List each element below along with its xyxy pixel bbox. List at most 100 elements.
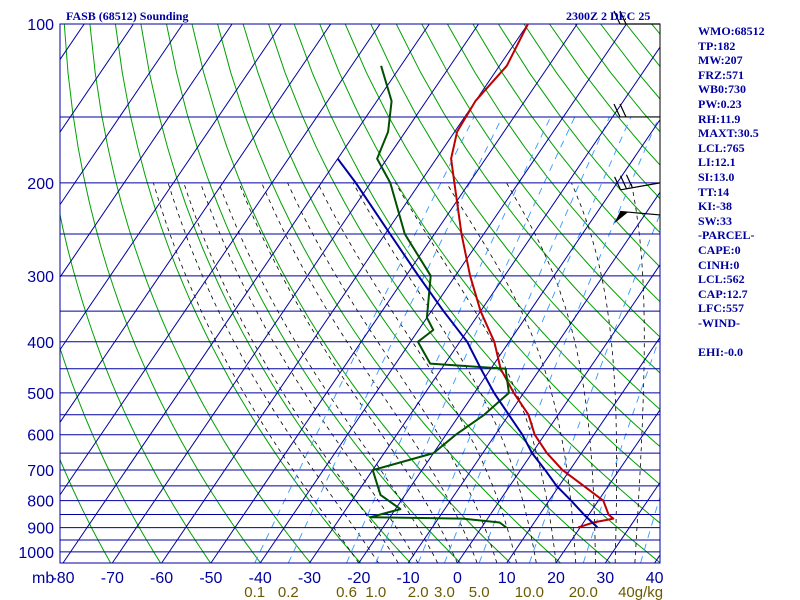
dry-adiabat	[114, 24, 361, 563]
parcel-line	[336, 158, 599, 529]
temperature-tick-label: -10	[397, 570, 420, 587]
dry-adiabat	[89, 24, 311, 563]
pressure-tick-label: 300	[27, 269, 54, 286]
dry-adiabat	[344, 24, 660, 448]
index-item: TT:14	[698, 184, 730, 199]
dry-adiabat	[191, 24, 511, 563]
dry-adiabat	[268, 24, 660, 563]
isotherm	[59, 23, 85, 60]
mixing-ratio-line	[375, 116, 576, 563]
moist-adiabat	[238, 182, 458, 563]
index-item: EHI:-0.0	[698, 345, 743, 360]
temperature-tick-label: -20	[347, 570, 370, 587]
isotherm	[604, 482, 661, 564]
y-axis-unit-label: mb	[32, 570, 54, 587]
dry-adiabat-lines	[60, 24, 800, 563]
barb-full	[625, 174, 633, 189]
index-item: SI:13.0	[698, 169, 735, 184]
pressure-tick-label: 400	[27, 335, 54, 352]
barb-full	[613, 103, 621, 118]
wind-barb	[614, 174, 661, 191]
isotherm	[59, 23, 282, 351]
index-item: LFC:557	[698, 301, 744, 316]
temperature-tick-label: -70	[101, 570, 124, 587]
mixing-ratio-line	[443, 116, 632, 563]
isotherm	[407, 192, 661, 564]
dry-adiabat	[60, 212, 212, 563]
plot-border	[59, 23, 661, 564]
isotherm	[309, 46, 661, 564]
temperature-tick-label: 0	[453, 570, 462, 587]
moist-adiabat	[200, 182, 419, 563]
moist-adiabat	[261, 182, 478, 563]
dry-adiabat	[319, 24, 660, 486]
pressure-tick-label: 100	[27, 17, 54, 34]
dry-adiabat	[242, 24, 611, 563]
index-item: SW:33	[698, 213, 733, 228]
dewpoint-line	[369, 65, 510, 529]
moist-adiabat	[506, 182, 596, 563]
dry-adiabat	[472, 24, 660, 268]
isotherm	[210, 23, 578, 564]
isotherm	[555, 409, 661, 564]
wind-barb	[614, 210, 661, 224]
pressure-tick-label: 600	[27, 428, 54, 445]
mixing-ratio-label: 20.0	[569, 584, 598, 600]
moist-adiabat	[153, 182, 360, 563]
index-item: FRZ:571	[698, 67, 744, 82]
dry-adiabat	[370, 24, 660, 411]
temperature-tick-label: -40	[249, 570, 272, 587]
plot-frame	[59, 23, 661, 564]
mixing-ratio-labels: 0.1 0.2 0.6 1.0 2.0 3.0 5.0 10.0 20.0 40g/kg	[244, 584, 663, 600]
mixing-ratio-label: 0.2	[278, 584, 299, 600]
index-item: CAPE:0	[698, 242, 741, 257]
moist-adiabat	[287, 182, 498, 563]
index-item: KI:-38	[698, 199, 732, 214]
dry-adiabat	[217, 24, 561, 563]
dry-adiabat	[60, 458, 112, 563]
isotherm	[111, 23, 479, 564]
isotherm	[456, 264, 661, 564]
isotherm	[59, 23, 332, 423]
isotherm	[59, 23, 184, 205]
dry-adiabat	[395, 24, 660, 374]
moist-adiabat	[218, 182, 439, 563]
index-item: TP:182	[698, 38, 736, 53]
wind-barb	[613, 103, 660, 118]
barb-flag	[614, 211, 629, 224]
barb-full	[614, 176, 622, 191]
sounding-series	[336, 24, 615, 529]
pressure-tick-label: 900	[27, 521, 54, 538]
moist-adiabat	[395, 182, 557, 563]
dry-adiabat	[779, 24, 800, 563]
index-item: LI:12.1	[698, 155, 736, 170]
temperature-tick-label: -80	[51, 570, 74, 587]
mixing-ratio-label: 10.0	[515, 584, 544, 600]
mixing-ratio-label: 0.1	[244, 584, 265, 600]
pressure-tick-label: 800	[27, 494, 54, 511]
barb-full	[619, 10, 627, 25]
index-item: RH:11.9	[698, 111, 741, 126]
index-item: LCL:562	[698, 272, 745, 287]
isotherm	[259, 23, 627, 564]
barb-full	[613, 10, 621, 25]
index-item: LCL:765	[698, 140, 745, 155]
pressure-tick-label: 700	[27, 463, 54, 480]
index-item: WMO:68512	[698, 24, 765, 38]
stability-indices-panel: WMO:68512 TP:182 MW:207 FRZ:571 WB0:730 PW:0.…	[698, 24, 765, 360]
moist-adiabat	[317, 182, 517, 563]
chart-title: FASB (68512) Sounding	[66, 9, 189, 23]
temperature-tick-label: 30	[596, 570, 614, 587]
barb-full	[619, 103, 627, 118]
index-item: MW:207	[698, 53, 743, 68]
temperature-tick-labels: mb-80 -70 -60 -50 -40 -30 -20 -10 0 10 20 30 40	[32, 570, 664, 587]
moist-adiabat	[183, 182, 399, 563]
temperature-tick-label: -30	[298, 570, 321, 587]
mixing-ratio-label: 1.0	[365, 584, 386, 600]
temperature-tick-label: 10	[498, 570, 516, 587]
moist-adiabat	[446, 182, 577, 563]
mixing-ratio-label: 3.0	[434, 584, 455, 600]
dry-adiabat	[421, 24, 660, 338]
dry-adiabat	[293, 24, 660, 524]
dry-adiabat	[60, 346, 162, 563]
